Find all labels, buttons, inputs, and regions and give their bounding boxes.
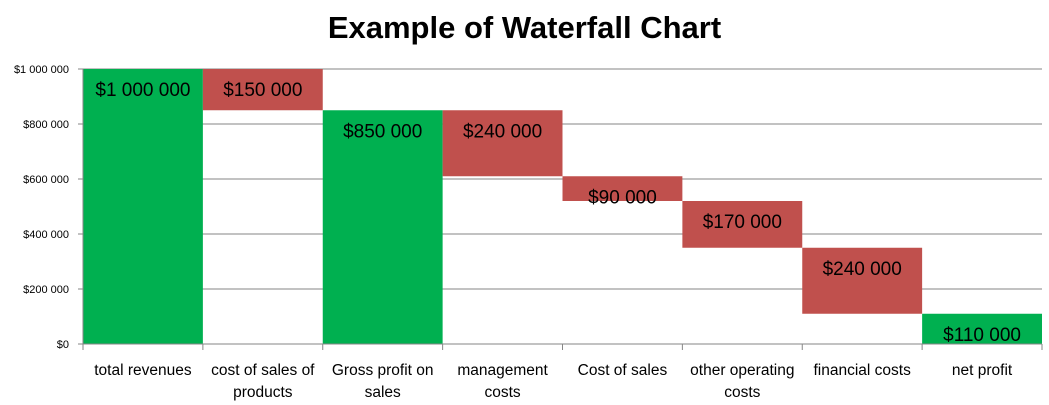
total-bar — [83, 69, 203, 344]
y-tick-label: $200 000 — [23, 284, 69, 296]
data-label: $1 000 000 — [95, 80, 190, 101]
y-tick-label: $600 000 — [23, 174, 69, 186]
data-label: $90 000 — [588, 187, 657, 208]
x-tick-label: total revenues — [94, 362, 192, 379]
x-tick-label: Cost of sales — [578, 362, 668, 379]
x-tick-label: management — [457, 362, 548, 379]
x-tick-label: costs — [484, 384, 520, 401]
data-label: $240 000 — [823, 259, 902, 280]
data-label: $850 000 — [343, 121, 422, 142]
y-tick-label: $0 — [57, 339, 69, 351]
data-label: $170 000 — [703, 212, 782, 233]
decrease-bar — [202, 69, 323, 111]
x-tick-label: financial costs — [814, 362, 912, 379]
x-tick-label: other operating — [690, 362, 794, 379]
data-label: $150 000 — [223, 80, 302, 101]
data-label: $110 000 — [943, 325, 1021, 346]
x-tick-label: net profit — [952, 362, 1013, 379]
x-tick-label: cost of sales of — [211, 362, 315, 379]
x-tick-label: sales — [365, 384, 401, 401]
total-bar — [322, 110, 443, 344]
data-label: $240 000 — [463, 121, 542, 142]
decrease-bar — [682, 201, 803, 248]
y-tick-label: $400 000 — [23, 229, 69, 241]
x-tick-label: costs — [724, 384, 760, 401]
y-tick-label: $800 000 — [23, 119, 69, 131]
x-tick-label: products — [233, 384, 293, 401]
decrease-bar — [802, 247, 923, 314]
chart-title: Example of Waterfall Chart — [327, 10, 722, 45]
x-tick-label: Gross profit on — [332, 362, 434, 379]
decrease-bar — [562, 176, 683, 201]
y-tick-label: $1 000 000 — [14, 64, 69, 76]
total-bar — [922, 313, 1042, 344]
decrease-bar — [442, 110, 563, 177]
